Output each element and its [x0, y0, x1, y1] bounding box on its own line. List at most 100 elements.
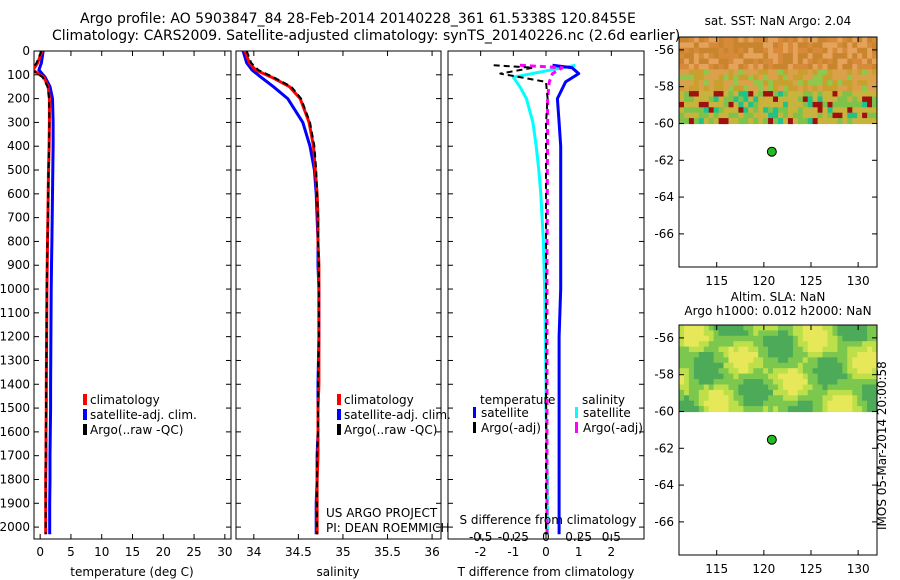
heatmap-cell: [822, 346, 828, 353]
heatmap-cell: [768, 406, 774, 413]
figure-title-line1: Argo profile: AO 5903847_84 28-Feb-2014 …: [80, 11, 636, 27]
y-tick-label: -58: [654, 80, 674, 94]
heatmap-cell: [837, 346, 843, 353]
heatmap-cell: [797, 357, 804, 364]
x-tick-label: -1: [507, 545, 519, 559]
heatmap-cell: [872, 325, 877, 331]
legend-swatch-sal-satellite: [575, 407, 578, 418]
heatmap-cell: [703, 107, 710, 114]
heatmap-cell: [703, 389, 710, 396]
heatmap-cell: [763, 395, 769, 402]
heatmap-cell: [857, 53, 863, 60]
heatmap-cell: [812, 335, 819, 342]
heatmap-cell: [872, 330, 877, 337]
heatmap-cell: [763, 107, 769, 114]
heatmap-cell: [728, 346, 734, 353]
x-tick-label: 125: [800, 274, 823, 288]
heatmap-cell: [847, 346, 853, 353]
heatmap-cell: [738, 107, 744, 114]
heatmap-cell: [733, 325, 739, 331]
heatmap-cell: [758, 395, 764, 402]
heatmap-cell: [792, 69, 799, 76]
heatmap-cell: [812, 368, 819, 375]
heatmap-cell: [748, 112, 754, 119]
heatmap-cell: [817, 357, 824, 364]
heatmap-cell: [787, 373, 794, 380]
heatmap-cell: [693, 107, 700, 114]
heatmap-cell: [688, 47, 695, 54]
heatmap-cell: [679, 384, 685, 391]
heatmap-cell: [679, 91, 685, 98]
heatmap-cell: [783, 389, 789, 396]
heatmap-cell: [718, 64, 725, 70]
heatmap-cell: [827, 346, 833, 353]
heatmap-cell: [768, 69, 774, 76]
heatmap-cell: [718, 384, 725, 391]
heatmap-cell: [812, 37, 819, 43]
heatmap-cell: [778, 395, 784, 402]
heatmap-cell: [867, 74, 873, 81]
heatmap-cell: [837, 37, 843, 43]
heatmap-cell: [728, 64, 734, 70]
heatmap-cell: [857, 362, 863, 369]
heatmap-cell: [787, 406, 794, 413]
heatmap-cell: [708, 400, 715, 407]
heatmap-cell: [827, 112, 833, 119]
heatmap-cell: [822, 357, 828, 364]
heatmap-cell: [787, 341, 794, 348]
series-line-salinity-argo-adj: [519, 63, 564, 535]
heatmap-cell: [718, 373, 725, 380]
heatmap-cell: [797, 362, 804, 369]
heatmap-cell: [862, 80, 868, 87]
heatmap-cell: [758, 325, 764, 331]
heatmap-cell: [802, 96, 809, 103]
heatmap-cell: [797, 335, 804, 342]
heatmap-cell: [862, 91, 868, 98]
heatmap-cell: [708, 112, 715, 119]
heatmap-cell: [872, 107, 877, 114]
legend-label-sal-satellite: satellite: [583, 406, 631, 420]
heatmap-cell: [783, 37, 789, 43]
heatmap-cell: [753, 384, 759, 391]
heatmap-cell: [807, 330, 814, 337]
heatmap-cell: [684, 341, 690, 348]
heatmap-cell: [773, 118, 779, 125]
heatmap-cell: [738, 64, 744, 70]
heatmap-cell: [698, 101, 705, 108]
y-tick-label: 1700: [0, 449, 30, 463]
heatmap-cell: [679, 335, 685, 342]
heatmap-cell: [807, 69, 814, 76]
heatmap-cell: [812, 400, 819, 407]
heatmap-cell: [768, 352, 774, 358]
heatmap-cell: [852, 101, 858, 108]
heatmap-cell: [862, 107, 868, 114]
heatmap-cell: [693, 373, 700, 380]
y-tick-label: 1200: [0, 330, 30, 344]
heatmap-cell: [862, 389, 868, 396]
heatmap-cell: [862, 64, 868, 70]
heatmap-cell: [792, 107, 799, 114]
difference-plot: [493, 63, 581, 535]
heatmap-cell: [703, 42, 710, 49]
heatmap-cell: [768, 400, 774, 407]
heatmap-cell: [743, 69, 749, 76]
y-tick-label: -64: [654, 190, 674, 204]
heatmap-cell: [872, 346, 877, 353]
heatmap-cell: [758, 406, 764, 413]
heatmap-cell: [738, 42, 744, 49]
heatmap-cell: [728, 373, 734, 380]
heatmap-cell: [773, 352, 779, 358]
heatmap-cell: [703, 69, 710, 76]
heatmap-cell: [857, 389, 863, 396]
legend-label-climatology: climatology: [90, 393, 160, 407]
heatmap-cell: [778, 74, 784, 81]
heatmap-cell: [852, 395, 858, 402]
heatmap-cell: [792, 362, 799, 369]
heatmap-cell: [688, 384, 695, 391]
heatmap-cell: [698, 357, 705, 364]
heatmap-cell: [728, 341, 734, 348]
heatmap-cell: [822, 384, 828, 391]
heatmap-cell: [837, 362, 843, 369]
heatmap-cell: [817, 112, 824, 119]
